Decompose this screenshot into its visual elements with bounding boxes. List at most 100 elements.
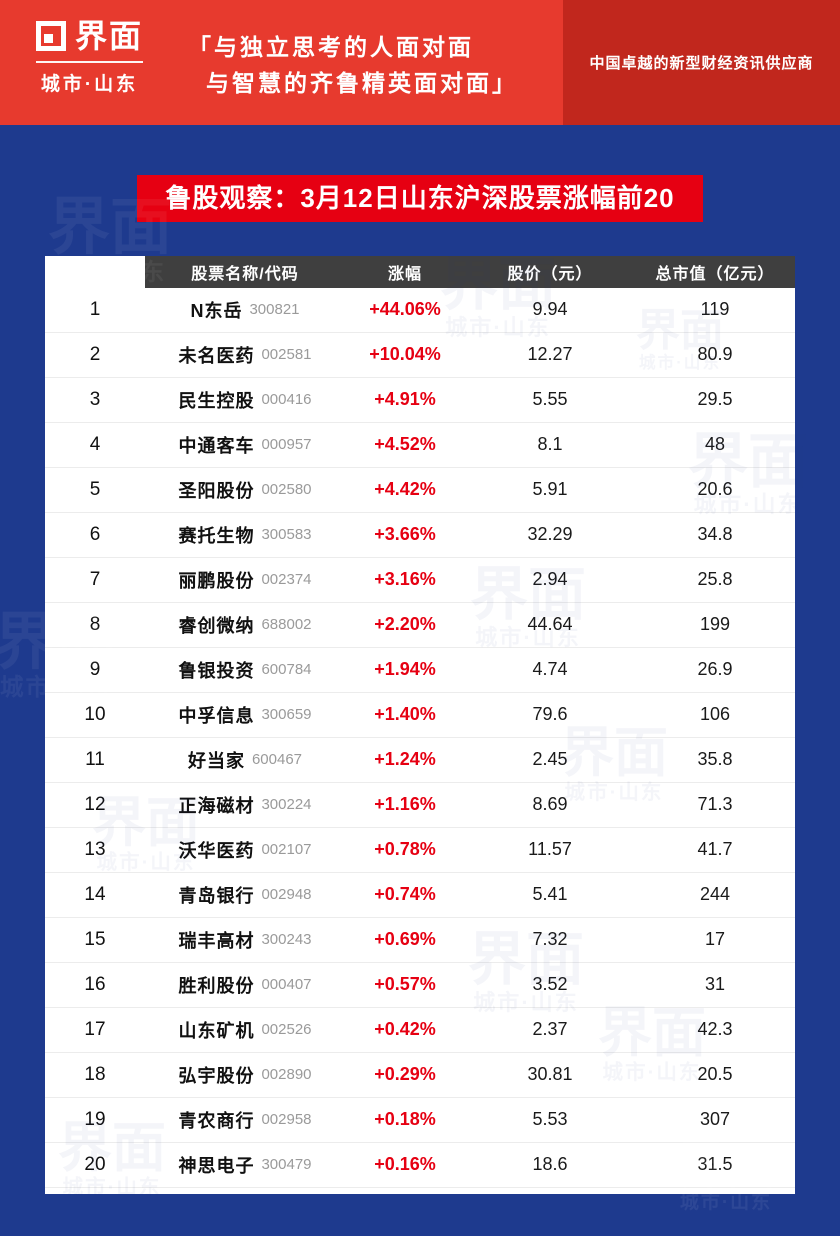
stock-code: 002580 <box>261 481 312 499</box>
table-row: 3 民生控股 000416 +4.91% 5.55 29.5 <box>45 378 795 423</box>
stock-code: 000407 <box>261 976 312 994</box>
change-cell: +3.16% <box>374 569 436 590</box>
quote-line-1: 「与独立思考的人面对面 <box>188 34 474 60</box>
price-cell: 3.52 <box>532 974 568 995</box>
stock-name-cell: 好当家 600467 <box>145 747 345 773</box>
stock-name: 弘宇股份 <box>178 1065 255 1086</box>
stock-code: 002890 <box>261 1066 312 1084</box>
table-row: 13 沃华医药 002107 +0.78% 11.57 41.7 <box>45 828 795 873</box>
rank-cell: 19 <box>84 1108 106 1130</box>
change-cell: +44.06% <box>369 299 441 320</box>
title-banner: 鲁股观察：3月12日山东沪深股票涨幅前20 <box>137 175 703 222</box>
stock-name: 丽鹏股份 <box>178 570 255 591</box>
stock-name-cell: 圣阳股份 002580 <box>145 477 345 503</box>
price-cell: 5.53 <box>532 1109 568 1130</box>
rank-cell: 5 <box>89 478 101 500</box>
mcap-cell: 307 <box>699 1109 731 1130</box>
stock-name: 中通客车 <box>178 435 255 456</box>
change-cell: +0.16% <box>374 1154 436 1175</box>
stock-name: 民生控股 <box>178 390 255 411</box>
price-cell: 32.29 <box>527 524 573 545</box>
change-cell: +0.78% <box>374 839 436 860</box>
price-cell: 8.69 <box>532 794 568 815</box>
stock-name-cell: 丽鹏股份 002374 <box>145 567 345 593</box>
price-cell: 30.81 <box>527 1064 573 1085</box>
stock-name: 中孚信息 <box>178 705 255 726</box>
change-cell: +3.66% <box>374 524 436 545</box>
mcap-cell: 42.3 <box>697 1019 733 1040</box>
rank-cell: 15 <box>84 928 106 950</box>
header: 界面 城市·山东 「与独立思考的人面对面 与智慧的齐鲁精英面对面」 中国卓越的新… <box>0 0 840 125</box>
header-quote: 「与独立思考的人面对面 与智慧的齐鲁精英面对面」 <box>188 29 518 101</box>
stock-name-cell: 山东矿机 002526 <box>145 1017 345 1043</box>
stock-name-cell: 正海磁材 300224 <box>145 792 345 818</box>
table-row: 1 N东岳 300821 +44.06% 9.94 119 <box>45 288 795 333</box>
mcap-cell: 41.7 <box>697 839 733 860</box>
col-header-mcap: 总市值（亿元） <box>635 255 795 288</box>
mcap-cell: 106 <box>699 704 731 725</box>
stock-name: 正海磁材 <box>178 795 255 816</box>
price-cell: 11.57 <box>528 839 572 860</box>
change-cell: +0.57% <box>374 974 436 995</box>
logo-subtext: 城市·山东 <box>36 61 144 96</box>
stock-code: 002581 <box>261 346 312 364</box>
change-cell: +4.91% <box>374 389 436 410</box>
stock-name: 赛托生物 <box>178 525 255 546</box>
stock-name-cell: 胜利股份 000407 <box>145 972 345 998</box>
mcap-cell: 25.8 <box>697 569 733 590</box>
logo-text: 界面 <box>75 18 144 54</box>
table-row: 6 赛托生物 300583 +3.66% 32.29 34.8 <box>45 513 795 558</box>
mcap-cell: 35.8 <box>697 749 733 770</box>
rank-cell: 13 <box>84 838 106 860</box>
stock-code: 002948 <box>261 886 312 904</box>
table-row: 16 胜利股份 000407 +0.57% 3.52 31 <box>45 963 795 1008</box>
change-cell: +1.40% <box>374 704 436 725</box>
table-row: 18 弘宇股份 002890 +0.29% 30.81 20.5 <box>45 1053 795 1098</box>
mcap-cell: 80.9 <box>697 344 733 365</box>
stock-name-cell: 民生控股 000416 <box>145 387 345 413</box>
rank-cell: 7 <box>89 568 101 590</box>
table-row: 5 圣阳股份 002580 +4.42% 5.91 20.6 <box>45 468 795 513</box>
stock-code: 300479 <box>261 1156 312 1174</box>
brand-logo-row: 界面 <box>36 20 143 52</box>
stock-name: 睿创微纳 <box>178 615 255 636</box>
table-header: 股票名称/代码 涨幅 股价（元） 总市值（亿元） <box>45 255 795 288</box>
change-cell: +0.69% <box>374 929 436 950</box>
price-cell: 8.1 <box>537 434 563 455</box>
mcap-cell: 48 <box>704 434 726 455</box>
change-cell: +4.52% <box>374 434 436 455</box>
change-cell: +2.20% <box>374 614 436 635</box>
stock-code: 600467 <box>251 751 303 769</box>
mcap-cell: 31.5 <box>697 1154 733 1175</box>
stock-name-cell: 鲁银投资 600784 <box>145 657 345 683</box>
tagline-text: 中国卓越的新型财经资讯供应商 <box>589 55 814 72</box>
stock-name: 未名医药 <box>178 345 255 366</box>
change-cell: +1.16% <box>374 794 436 815</box>
stock-name: 圣阳股份 <box>178 480 255 501</box>
price-cell: 5.91 <box>532 479 568 500</box>
change-cell: +0.18% <box>374 1109 436 1130</box>
rank-cell: 2 <box>89 343 101 365</box>
price-cell: 12.27 <box>527 344 573 365</box>
mcap-cell: 31 <box>704 974 726 995</box>
table-row: 2 未名医药 002581 +10.04% 12.27 80.9 <box>45 333 795 378</box>
table-row: 12 正海磁材 300224 +1.16% 8.69 71.3 <box>45 783 795 828</box>
change-cell: +1.24% <box>374 749 436 770</box>
table-row: 19 青农商行 002958 +0.18% 5.53 307 <box>45 1098 795 1143</box>
stock-name-cell: 未名医药 002581 <box>145 342 345 368</box>
price-cell: 2.37 <box>532 1019 568 1040</box>
stock-name: 沃华医药 <box>178 840 255 861</box>
stock-code: 300659 <box>261 706 312 724</box>
table-row: 20 神思电子 300479 +0.16% 18.6 31.5 <box>45 1143 795 1188</box>
stock-name-cell: 神思电子 300479 <box>145 1152 345 1178</box>
price-cell: 44.64 <box>527 614 573 635</box>
stock-code: 002526 <box>261 1021 312 1039</box>
change-cell: +1.94% <box>374 659 436 680</box>
price-cell: 2.94 <box>532 569 568 590</box>
header-tagline: 中国卓越的新型财经资讯供应商 <box>563 0 840 125</box>
table-row: 17 山东矿机 002526 +0.42% 2.37 42.3 <box>45 1008 795 1053</box>
mcap-cell: 20.6 <box>697 479 733 500</box>
stock-name: 青农商行 <box>178 1110 255 1131</box>
stock-name: 鲁银投资 <box>178 660 255 681</box>
price-cell: 79.6 <box>532 704 568 725</box>
